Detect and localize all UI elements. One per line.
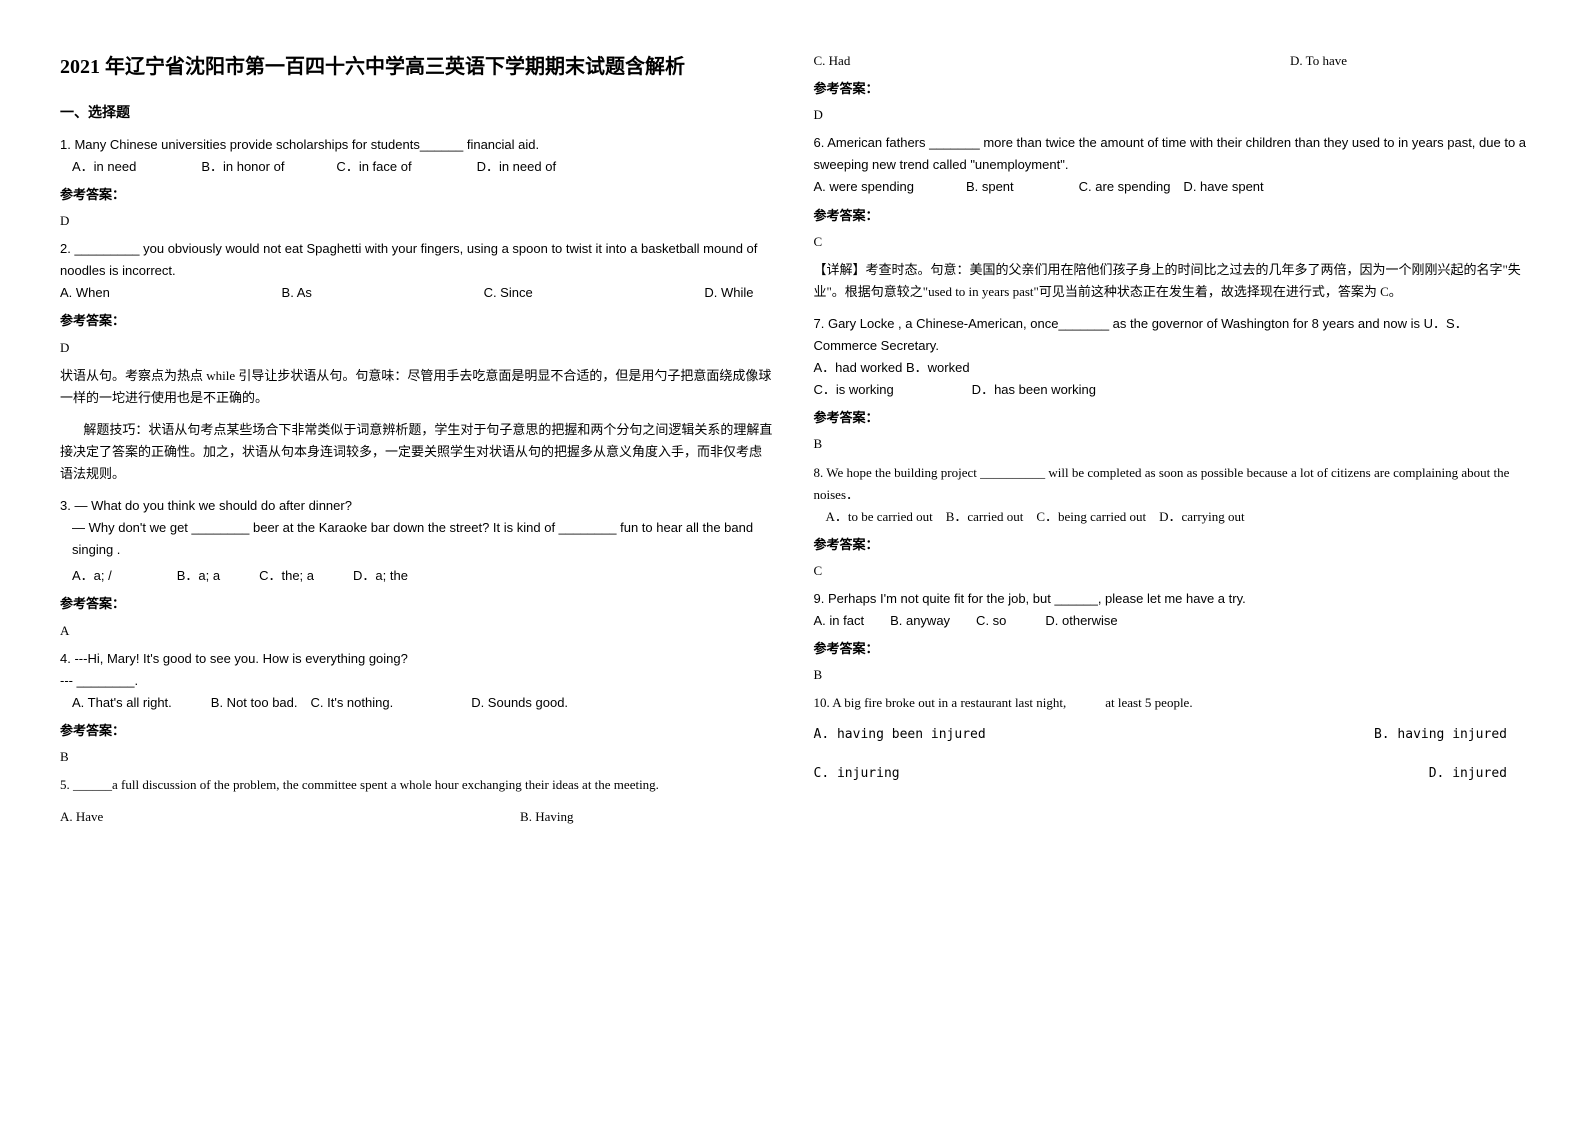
q2-opt-a: A. When bbox=[60, 282, 110, 304]
q6-options: A. were spending B. spent C. are spendin… bbox=[814, 176, 1528, 198]
q5-answer: D bbox=[814, 104, 1528, 126]
q4-options: A. That's all right. B. Not too bad. C. … bbox=[72, 692, 774, 714]
q4-answer: B bbox=[60, 746, 774, 768]
q8-stem: 8. We hope the building project ________… bbox=[814, 462, 1528, 506]
q7-stem: 7. Gary Locke , a Chinese-American, once… bbox=[814, 313, 1528, 357]
document-title: 2021 年辽宁省沈阳市第一百四十六中学高三英语下学期期末试题含解析 bbox=[60, 50, 774, 84]
q10-opt-c: C. injuring bbox=[814, 763, 900, 785]
q10-opt-a: A. having been injured bbox=[814, 724, 986, 746]
answer-label: 参考答案： bbox=[60, 310, 774, 332]
q5-options-row1: A. Have B. Having bbox=[60, 806, 774, 828]
right-column: C. Had D. To have 参考答案： D 6. American fa… bbox=[814, 50, 1528, 834]
q3-stem-1: 3. — What do you think we should do afte… bbox=[60, 495, 774, 517]
q1-stem: 1. Many Chinese universities provide sch… bbox=[60, 134, 774, 156]
q6-answer: C bbox=[814, 231, 1528, 253]
answer-label: 参考答案： bbox=[814, 638, 1528, 660]
q1-options: A．in need B．in honor of C．in face of D．i… bbox=[72, 156, 774, 178]
q5-stem: 5. ______a full discussion of the proble… bbox=[60, 774, 774, 796]
q4-stem-1: 4. ---Hi, Mary! It's good to see you. Ho… bbox=[60, 648, 774, 670]
q3-stem-2: — Why don't we get ________ beer at the … bbox=[72, 517, 774, 561]
answer-label: 参考答案： bbox=[814, 407, 1528, 429]
q7-answer: B bbox=[814, 433, 1528, 455]
q5-opt-c: C. Had bbox=[814, 50, 851, 72]
q9-answer: B bbox=[814, 664, 1528, 686]
question-8: 8. We hope the building project ________… bbox=[814, 462, 1528, 528]
q7-options-cd: C．is working D．has been working bbox=[814, 379, 1528, 401]
section-heading: 一、选择题 bbox=[60, 102, 774, 126]
question-7: 7. Gary Locke , a Chinese-American, once… bbox=[814, 313, 1528, 401]
q5-opt-d: D. To have bbox=[1290, 50, 1347, 72]
q4-stem-2: --- ________. bbox=[60, 670, 774, 692]
q10-stem: 10. A big fire broke out in a restaurant… bbox=[814, 692, 1528, 714]
q6-explanation: 【详解】考查时态。句意：美国的父亲们用在陪他们孩子身上的时间比之过去的几年多了两… bbox=[814, 259, 1528, 303]
q6-stem: 6. American fathers _______ more than tw… bbox=[814, 132, 1528, 176]
question-5: 5. ______a full discussion of the proble… bbox=[60, 774, 774, 828]
q1-answer: D bbox=[60, 210, 774, 232]
question-10: 10. A big fire broke out in a restaurant… bbox=[814, 692, 1528, 784]
q2-opt-b: B. As bbox=[282, 282, 312, 304]
q2-options: A. When B. As C. Since D. While bbox=[60, 282, 774, 304]
q10-opt-d: D. injured bbox=[1429, 763, 1507, 785]
q8-options: A．to be carried out B．carried out C．bein… bbox=[826, 506, 1528, 528]
q2-answer: D bbox=[60, 337, 774, 359]
q3-answer: A bbox=[60, 620, 774, 642]
left-column: 2021 年辽宁省沈阳市第一百四十六中学高三英语下学期期末试题含解析 一、选择题… bbox=[60, 50, 774, 834]
q2-explanation-1: 状语从句。考察点为热点 while 引导让步状语从句。句意味：尽管用手去吃意面是… bbox=[60, 365, 774, 409]
answer-label: 参考答案： bbox=[60, 593, 774, 615]
answer-label: 参考答案： bbox=[814, 534, 1528, 556]
q7-options-ab: A．had worked B．worked bbox=[814, 357, 1528, 379]
answer-label: 参考答案： bbox=[60, 184, 774, 206]
answer-label: 参考答案： bbox=[814, 205, 1528, 227]
q2-stem: 2. _________ you obviously would not eat… bbox=[60, 238, 774, 282]
q8-answer: C bbox=[814, 560, 1528, 582]
question-4: 4. ---Hi, Mary! It's good to see you. Ho… bbox=[60, 648, 774, 714]
answer-label: 参考答案： bbox=[814, 78, 1528, 100]
q3-options: A．a; / B．a; a C．the; a D．a; the bbox=[72, 565, 774, 587]
q10-opt-b: B. having injured bbox=[1374, 724, 1507, 746]
q10-options-row2: C. injuring D. injured bbox=[814, 763, 1528, 785]
q10-options-row1: A. having been injured B. having injured bbox=[814, 724, 1528, 746]
question-9: 9. Perhaps I'm not quite fit for the job… bbox=[814, 588, 1528, 632]
q2-explanation-2: 解题技巧：状语从句考点某些场合下非常类似于词意辨析题，学生对于句子意思的把握和两… bbox=[60, 419, 774, 485]
q2-opt-c: C. Since bbox=[484, 282, 533, 304]
question-3: 3. — What do you think we should do afte… bbox=[60, 495, 774, 587]
q2-opt-d: D. While bbox=[704, 282, 753, 304]
answer-label: 参考答案： bbox=[60, 720, 774, 742]
q9-stem: 9. Perhaps I'm not quite fit for the job… bbox=[814, 588, 1528, 610]
q9-options: A. in fact B. anyway C. so D. otherwise bbox=[814, 610, 1528, 632]
document-page: 2021 年辽宁省沈阳市第一百四十六中学高三英语下学期期末试题含解析 一、选择题… bbox=[60, 50, 1527, 834]
q5-opt-a: A. Have bbox=[60, 806, 103, 828]
q5-opt-b: B. Having bbox=[520, 806, 573, 828]
question-6: 6. American fathers _______ more than tw… bbox=[814, 132, 1528, 198]
q5-options-continued: C. Had D. To have bbox=[814, 50, 1528, 72]
question-1: 1. Many Chinese universities provide sch… bbox=[60, 134, 774, 178]
question-2: 2. _________ you obviously would not eat… bbox=[60, 238, 774, 304]
q5-options-row2: C. Had D. To have bbox=[814, 50, 1528, 72]
